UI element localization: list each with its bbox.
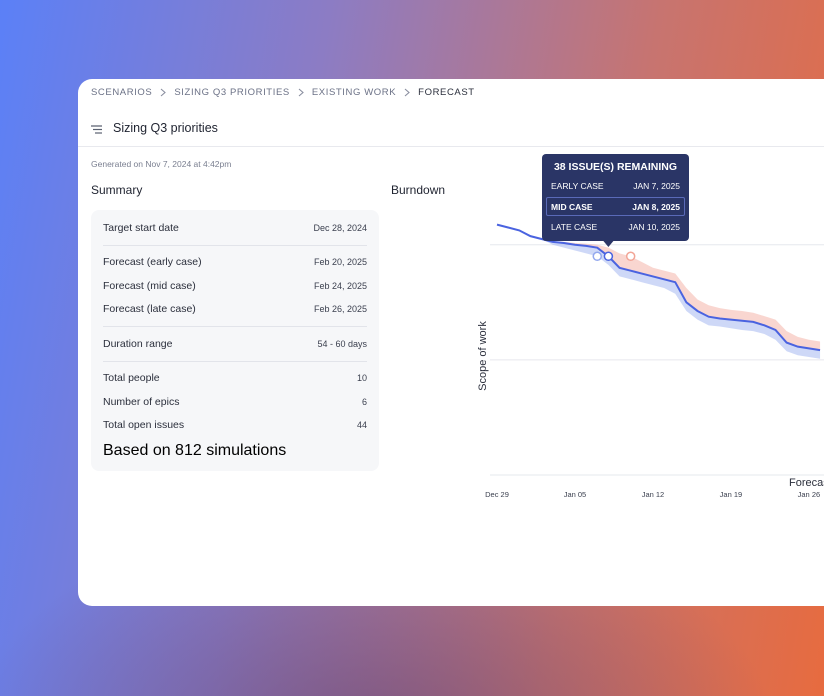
tooltip-case: MID CASE bbox=[551, 201, 593, 212]
range-band bbox=[497, 224, 821, 351]
range-band bbox=[497, 224, 821, 359]
chevron bbox=[404, 88, 411, 97]
summary-value: 44 bbox=[356, 420, 367, 431]
tooltip-row: LATE CASE JAN 10, 2025 bbox=[546, 218, 685, 237]
summary-label: Number of epics bbox=[103, 395, 180, 408]
summary-label: Forecast (mid case) bbox=[103, 279, 196, 292]
summary-value: Feb 24, 2025 bbox=[313, 280, 367, 291]
case-marker bbox=[603, 251, 614, 262]
breadcrumb-item[interactable]: SIZING Q3 PRIORITIES bbox=[174, 87, 290, 98]
summary-value: Dec 28, 2024 bbox=[313, 222, 367, 233]
breadcrumb: SCENARIOS SIZING Q3 PRIORITIES EXISTING WO… bbox=[91, 87, 475, 98]
summary-row: Forecast (mid case) Feb 24, 2025 bbox=[103, 274, 367, 298]
tooltip-case: LATE CASE bbox=[551, 222, 598, 232]
summary-label: Forecast (early case) bbox=[103, 256, 202, 269]
tooltip-pointer bbox=[603, 241, 614, 247]
x-tick-label: Jan 12 bbox=[642, 490, 665, 499]
tooltip-row: EARLY CASE JAN 7, 2025 bbox=[546, 177, 685, 196]
case-marker bbox=[625, 251, 636, 262]
summary-label: Total people bbox=[103, 372, 160, 385]
divider bbox=[78, 146, 824, 147]
summary-panel: Target start date Dec 28, 2024 Forecast (e… bbox=[91, 210, 379, 471]
summary-label: Duration range bbox=[103, 337, 173, 350]
summary-row: Forecast (early case) Feb 20, 2025 bbox=[103, 251, 367, 275]
tooltip: 38 ISSUE(S) REMAINING EARLY CASE JAN 7, 20… bbox=[542, 154, 689, 241]
summary-title: Summary bbox=[91, 183, 143, 197]
summary-value: 6 bbox=[361, 396, 367, 407]
x-tick-label: Jan 05 bbox=[564, 490, 587, 499]
summary-group: Target start date Dec 28, 2024 bbox=[103, 210, 367, 245]
breadcrumb-item[interactable]: SCENARIOS bbox=[91, 87, 153, 98]
chart-title: Burndown bbox=[391, 183, 446, 197]
app-window: SCENARIOS SIZING Q3 PRIORITIES EXISTING WO… bbox=[78, 79, 824, 606]
tooltip-row: MID CASE JAN 8, 2025 bbox=[546, 197, 685, 216]
chevron bbox=[298, 88, 304, 97]
breadcrumb-item[interactable]: EXISTING WORK bbox=[311, 87, 397, 98]
summary-group: Forecast (early case) Feb 20, 2025 Forecas… bbox=[103, 244, 367, 327]
tooltip-date: JAN 8, 2025 bbox=[632, 201, 680, 212]
summary-note: Based on 812 simulations bbox=[103, 442, 287, 459]
menu-icon[interactable] bbox=[91, 125, 103, 134]
summary-row: Forecast (late case) Feb 26, 2025 bbox=[103, 298, 367, 322]
case-marker bbox=[592, 251, 603, 262]
summary-group: Duration range 54 - 60 days bbox=[103, 326, 367, 361]
tooltip-date: JAN 10, 2025 bbox=[628, 222, 680, 232]
page-title: Sizing Q3 priorities bbox=[113, 121, 218, 135]
summary-row: Total people 10 bbox=[103, 367, 367, 391]
summary-row: Target start date Dec 28, 2024 bbox=[103, 216, 367, 240]
annotation: Forecast bbox=[789, 477, 824, 489]
burndown-chart: Dec 29 Jan 05 Jan 12 Jan 19 Jan 26 Scope of w… bbox=[477, 223, 824, 499]
tooltip-case: EARLY CASE bbox=[551, 181, 604, 191]
x-tick-label: Jan 26 bbox=[798, 490, 821, 499]
chevron bbox=[160, 88, 167, 97]
x-tick-label: Dec 29 bbox=[485, 490, 509, 499]
summary-row: Number of epics 6 bbox=[103, 390, 367, 414]
summary-label: Total open issues bbox=[103, 419, 185, 432]
summary-label: Forecast (late case) bbox=[103, 303, 196, 316]
summary-row: Total open issues 44 bbox=[103, 414, 367, 438]
y-axis-label: Scope of work bbox=[477, 321, 489, 391]
forecast-line bbox=[496, 223, 821, 352]
summary-value: 10 bbox=[356, 373, 367, 384]
summary-value: Feb 26, 2025 bbox=[313, 304, 367, 315]
summary-value: Feb 20, 2025 bbox=[313, 257, 367, 268]
summary-value: 54 - 60 days bbox=[317, 338, 367, 349]
summary-group: Total people 10 Number of epics 6 Total open… bbox=[103, 360, 367, 443]
tooltip-title: 38 ISSUE(S) REMAINING bbox=[553, 161, 678, 173]
summary-label: Target start date bbox=[103, 221, 179, 234]
x-tick-label: Jan 19 bbox=[720, 490, 743, 499]
breadcrumb-item: FORECAST bbox=[418, 87, 475, 98]
summary-row: Duration range 54 - 60 days bbox=[103, 332, 367, 356]
generated-note: Generated on Nov 7, 2024 at 4:42pm bbox=[91, 159, 232, 169]
tooltip-date: JAN 7, 2025 bbox=[633, 181, 680, 191]
